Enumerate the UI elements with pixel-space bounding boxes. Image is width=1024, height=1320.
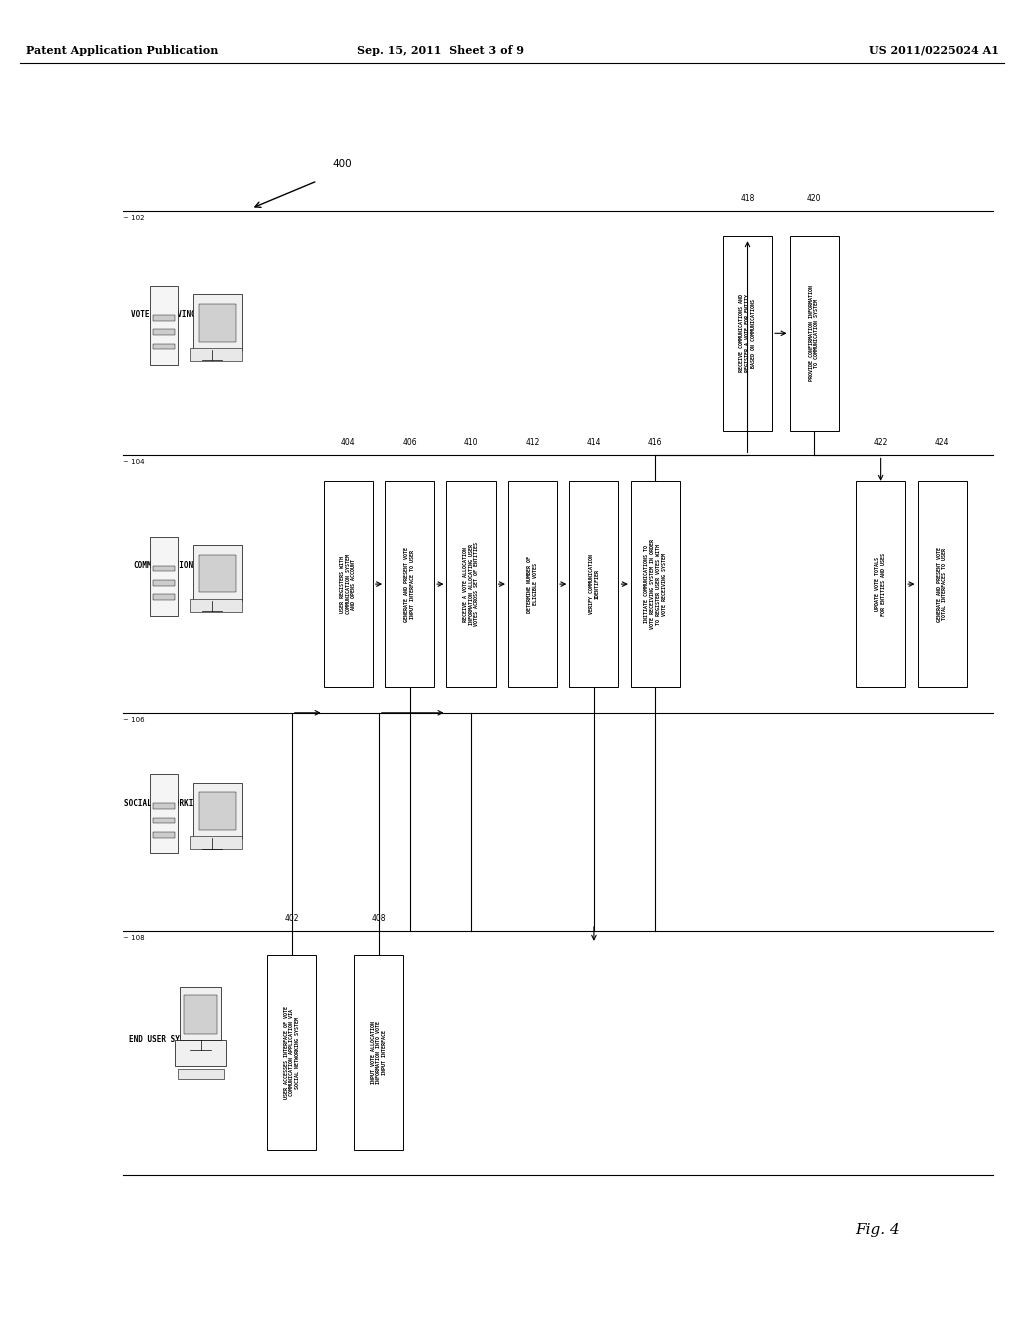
Bar <box>856 480 905 686</box>
Bar <box>190 837 242 850</box>
Text: RECEIVE A VOTE ALLOCATION
INFORMATION ALLOCATING USER
VOTES ACROSS SET OF ENTITI: RECEIVE A VOTE ALLOCATION INFORMATION AL… <box>463 543 479 626</box>
Bar <box>193 783 242 838</box>
Text: 408: 408 <box>372 913 386 923</box>
Text: 420: 420 <box>807 194 821 203</box>
Text: ~ 104: ~ 104 <box>123 459 144 466</box>
Text: GENERATE AND PRESENT VOTE
TOTAL INTERFACES TO USER: GENERATE AND PRESENT VOTE TOTAL INTERFAC… <box>937 546 947 622</box>
Bar <box>193 545 242 601</box>
Text: 412: 412 <box>525 438 540 447</box>
Text: ~ 102: ~ 102 <box>123 215 144 222</box>
Text: Sep. 15, 2011  Sheet 3 of 9: Sep. 15, 2011 Sheet 3 of 9 <box>356 45 524 55</box>
Text: Fig. 4: Fig. 4 <box>855 1224 900 1237</box>
Bar <box>153 804 175 809</box>
Bar <box>790 236 839 430</box>
Text: VOTE RECEIVING
SYSTEM: VOTE RECEIVING SYSTEM <box>131 310 197 330</box>
Text: 424: 424 <box>935 438 949 447</box>
Text: END USER SYSTEM: END USER SYSTEM <box>129 1035 199 1044</box>
Bar <box>508 480 557 686</box>
Text: 402: 402 <box>285 913 299 923</box>
Bar <box>153 329 175 335</box>
Bar <box>153 832 175 838</box>
Bar <box>153 594 175 599</box>
Bar <box>199 304 236 342</box>
Bar <box>918 480 967 686</box>
Text: INPUT VOTE ALLOCATION
INFORMATION INTO VOTE
INPUT INTERFACE: INPUT VOTE ALLOCATION INFORMATION INTO V… <box>371 1022 387 1084</box>
Bar <box>193 294 242 350</box>
Bar <box>153 818 175 824</box>
Text: Patent Application Publication: Patent Application Publication <box>26 45 218 55</box>
Bar <box>153 581 175 586</box>
Bar <box>631 480 680 686</box>
Bar <box>153 566 175 572</box>
Text: 400: 400 <box>333 158 352 169</box>
Bar <box>324 480 373 686</box>
Text: RECEIVE COMMUNICATIONS AND
REGISTER A VOTE FOR ENTITY
BASED ON COMMUNICATIONS: RECEIVE COMMUNICATIONS AND REGISTER A VO… <box>739 294 756 372</box>
Text: VERIFY COMMUNICATION
IDENTIFIER: VERIFY COMMUNICATION IDENTIFIER <box>589 554 599 614</box>
Text: USER ACCESSES INTERFACE OF VOTE
COMMUNICATION APPLICATION VIA
SOCIAL NETWORKING : USER ACCESSES INTERFACE OF VOTE COMMUNIC… <box>284 1006 300 1100</box>
Text: 416: 416 <box>648 438 663 447</box>
Bar <box>569 480 618 686</box>
Bar <box>446 480 496 686</box>
Bar <box>190 599 242 612</box>
Text: ~ 108: ~ 108 <box>123 935 144 941</box>
Bar <box>153 343 175 348</box>
Bar <box>175 1040 226 1067</box>
Bar <box>723 236 772 430</box>
Bar <box>180 987 221 1040</box>
Bar <box>184 995 217 1035</box>
Text: 406: 406 <box>402 438 417 447</box>
Text: COMMUNICATION
SYSTEM: COMMUNICATION SYSTEM <box>134 561 194 581</box>
Bar <box>150 774 178 854</box>
Text: US 2011/0225024 A1: US 2011/0225024 A1 <box>868 45 998 55</box>
Bar <box>354 956 403 1150</box>
Text: UPDATE VOTE TOTALS
FOR ENTITIES AND USES: UPDATE VOTE TOTALS FOR ENTITIES AND USES <box>876 553 886 615</box>
Bar <box>190 347 242 360</box>
Bar <box>199 792 236 830</box>
Text: GENERATE AND PRESENT VOTE
INPUT INTERFACE TO USER: GENERATE AND PRESENT VOTE INPUT INTERFAC… <box>404 546 415 622</box>
Bar <box>150 285 178 364</box>
Bar <box>385 480 434 686</box>
Text: DETERMINE NUMBER OF
ELIGIBLE VOTES: DETERMINE NUMBER OF ELIGIBLE VOTES <box>527 556 538 612</box>
Text: 404: 404 <box>341 438 355 447</box>
Text: INITIATE COMMUNICATIONS TO
VOTE RECEIVING SYSTEM IN ORDER
TO REGISTER USER VOTES: INITIATE COMMUNICATIONS TO VOTE RECEIVIN… <box>644 539 667 630</box>
Bar <box>199 554 236 593</box>
Text: 414: 414 <box>587 438 601 447</box>
Bar <box>153 315 175 321</box>
Text: USER REGISTERS WITH
COMMUNICATION SYSTEM
AND OPENS ACCOUNT: USER REGISTERS WITH COMMUNICATION SYSTEM… <box>340 554 356 614</box>
Text: 418: 418 <box>740 194 755 203</box>
Bar <box>267 956 316 1150</box>
Bar <box>150 537 178 615</box>
Bar <box>178 1069 224 1080</box>
Text: SOCIAL NETWORKING
SYSTEM: SOCIAL NETWORKING SYSTEM <box>125 799 203 818</box>
Text: ~ 106: ~ 106 <box>123 717 144 723</box>
Text: 422: 422 <box>873 438 888 447</box>
Text: PROVIDE CONFIRMATION INFORMATION
TO COMMUNICATION SYSTEM: PROVIDE CONFIRMATION INFORMATION TO COMM… <box>809 285 819 381</box>
Text: 410: 410 <box>464 438 478 447</box>
